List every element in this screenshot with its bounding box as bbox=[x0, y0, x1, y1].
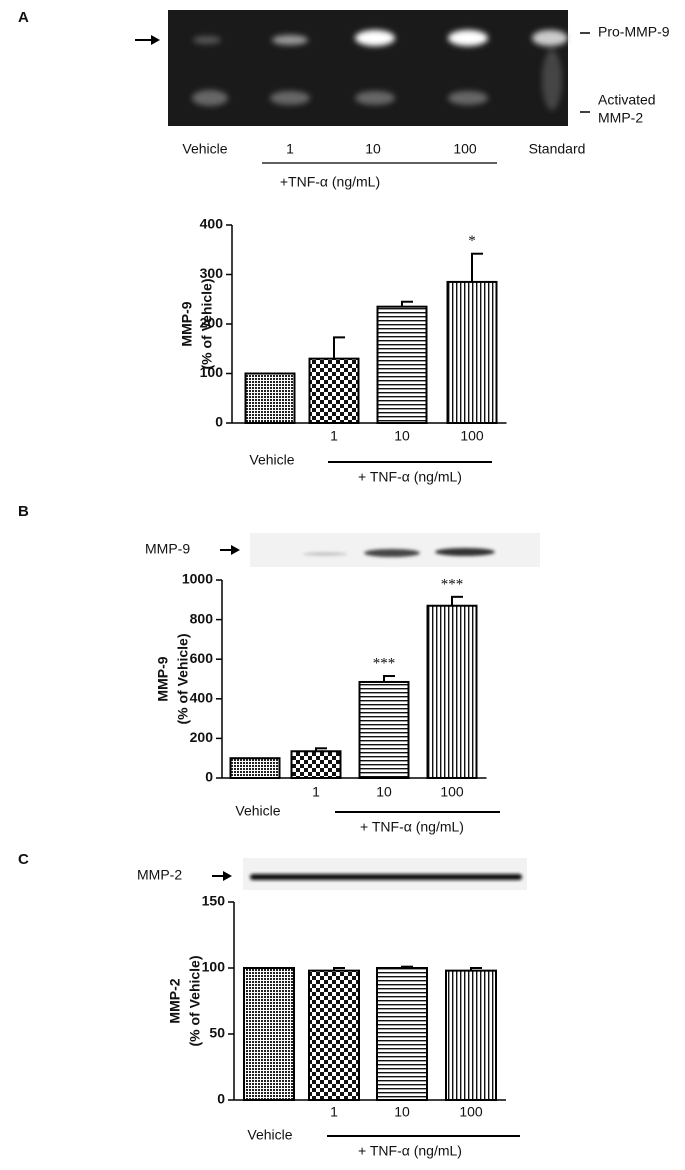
group-label: + TNF-α (ng/mL) bbox=[358, 1143, 462, 1159]
panel-label: B bbox=[18, 503, 29, 520]
y-tick-label: 0 bbox=[205, 769, 213, 785]
bar bbox=[446, 280, 498, 424]
x-tick-label: 1 bbox=[330, 1104, 338, 1120]
y-tick-label: 400 bbox=[190, 690, 214, 706]
bar bbox=[308, 969, 360, 1102]
y-tick-label: 800 bbox=[190, 610, 214, 626]
bar bbox=[445, 969, 497, 1102]
y-axis-label: MMP-2 bbox=[167, 978, 183, 1023]
x-tick-label: Vehicle bbox=[249, 452, 294, 468]
bar bbox=[308, 357, 360, 424]
lane-label: 10 bbox=[365, 141, 381, 157]
bar bbox=[426, 604, 478, 779]
group-label: +TNF-α (ng/mL) bbox=[280, 174, 380, 190]
bar bbox=[229, 757, 281, 780]
bar bbox=[376, 967, 428, 1101]
blot-label: MMP-9 bbox=[145, 541, 190, 557]
bar bbox=[243, 967, 295, 1101]
arrow-head bbox=[231, 545, 240, 555]
y-tick-label: 100 bbox=[202, 959, 226, 975]
x-tick-label: 100 bbox=[459, 1104, 483, 1120]
significance-label: *** bbox=[441, 576, 464, 592]
y-axis-label: (% of Vehicle) bbox=[175, 633, 191, 724]
lane-label: Vehicle bbox=[182, 141, 227, 157]
group-label: + TNF-α (ng/mL) bbox=[358, 469, 462, 485]
x-tick-label: 1 bbox=[312, 784, 320, 800]
y-tick-label: 200 bbox=[190, 729, 214, 745]
y-tick-label: 0 bbox=[217, 1091, 225, 1107]
blot-label: MMP-2 bbox=[137, 867, 182, 883]
y-axis-label: (% of Vehicle) bbox=[199, 278, 215, 369]
y-axis-label: MMP-9 bbox=[179, 301, 195, 346]
arrow-head bbox=[223, 871, 232, 881]
y-tick-label: 200 bbox=[200, 315, 224, 331]
gel-image bbox=[168, 10, 568, 126]
significance-label: *** bbox=[373, 655, 396, 671]
group-label: + TNF-α (ng/mL) bbox=[360, 819, 464, 835]
bar bbox=[358, 680, 410, 779]
x-tick-label: 100 bbox=[460, 428, 484, 444]
band-label: Pro-MMP-9 bbox=[598, 24, 670, 40]
blot-bands bbox=[250, 874, 522, 880]
y-tick-label: 150 bbox=[202, 893, 226, 909]
arrow-head bbox=[151, 35, 160, 45]
y-axis-label: MMP-9 bbox=[155, 656, 171, 701]
lane-label: 100 bbox=[453, 141, 477, 157]
lane-label: Standard bbox=[529, 141, 586, 157]
x-tick-label: Vehicle bbox=[235, 803, 280, 819]
y-tick-label: 400 bbox=[200, 216, 224, 232]
x-tick-label: 10 bbox=[394, 1104, 410, 1120]
y-tick-label: 0 bbox=[215, 414, 223, 430]
significance-label: * bbox=[468, 233, 476, 249]
bar bbox=[244, 372, 296, 424]
band-label: Activated bbox=[598, 92, 656, 108]
x-tick-label: Vehicle bbox=[247, 1127, 292, 1143]
gel-bands bbox=[192, 30, 568, 110]
x-tick-label: 1 bbox=[330, 428, 338, 444]
band-label: MMP-2 bbox=[598, 110, 643, 126]
lane-label: 1 bbox=[286, 141, 294, 157]
y-tick-label: 50 bbox=[209, 1025, 225, 1041]
x-tick-label: 100 bbox=[440, 784, 464, 800]
x-tick-label: 10 bbox=[376, 784, 392, 800]
x-tick-label: 10 bbox=[394, 428, 410, 444]
panel-label: C bbox=[18, 851, 29, 868]
blot-bands bbox=[303, 548, 495, 557]
y-tick-label: 300 bbox=[200, 265, 224, 281]
y-axis-label: (% of Vehicle) bbox=[187, 955, 203, 1046]
bar bbox=[376, 305, 428, 424]
y-tick-label: 100 bbox=[200, 364, 224, 380]
panel-label: A bbox=[18, 9, 29, 26]
y-tick-label: 600 bbox=[190, 650, 214, 666]
y-tick-label: 1000 bbox=[182, 571, 213, 587]
bar bbox=[290, 750, 342, 780]
